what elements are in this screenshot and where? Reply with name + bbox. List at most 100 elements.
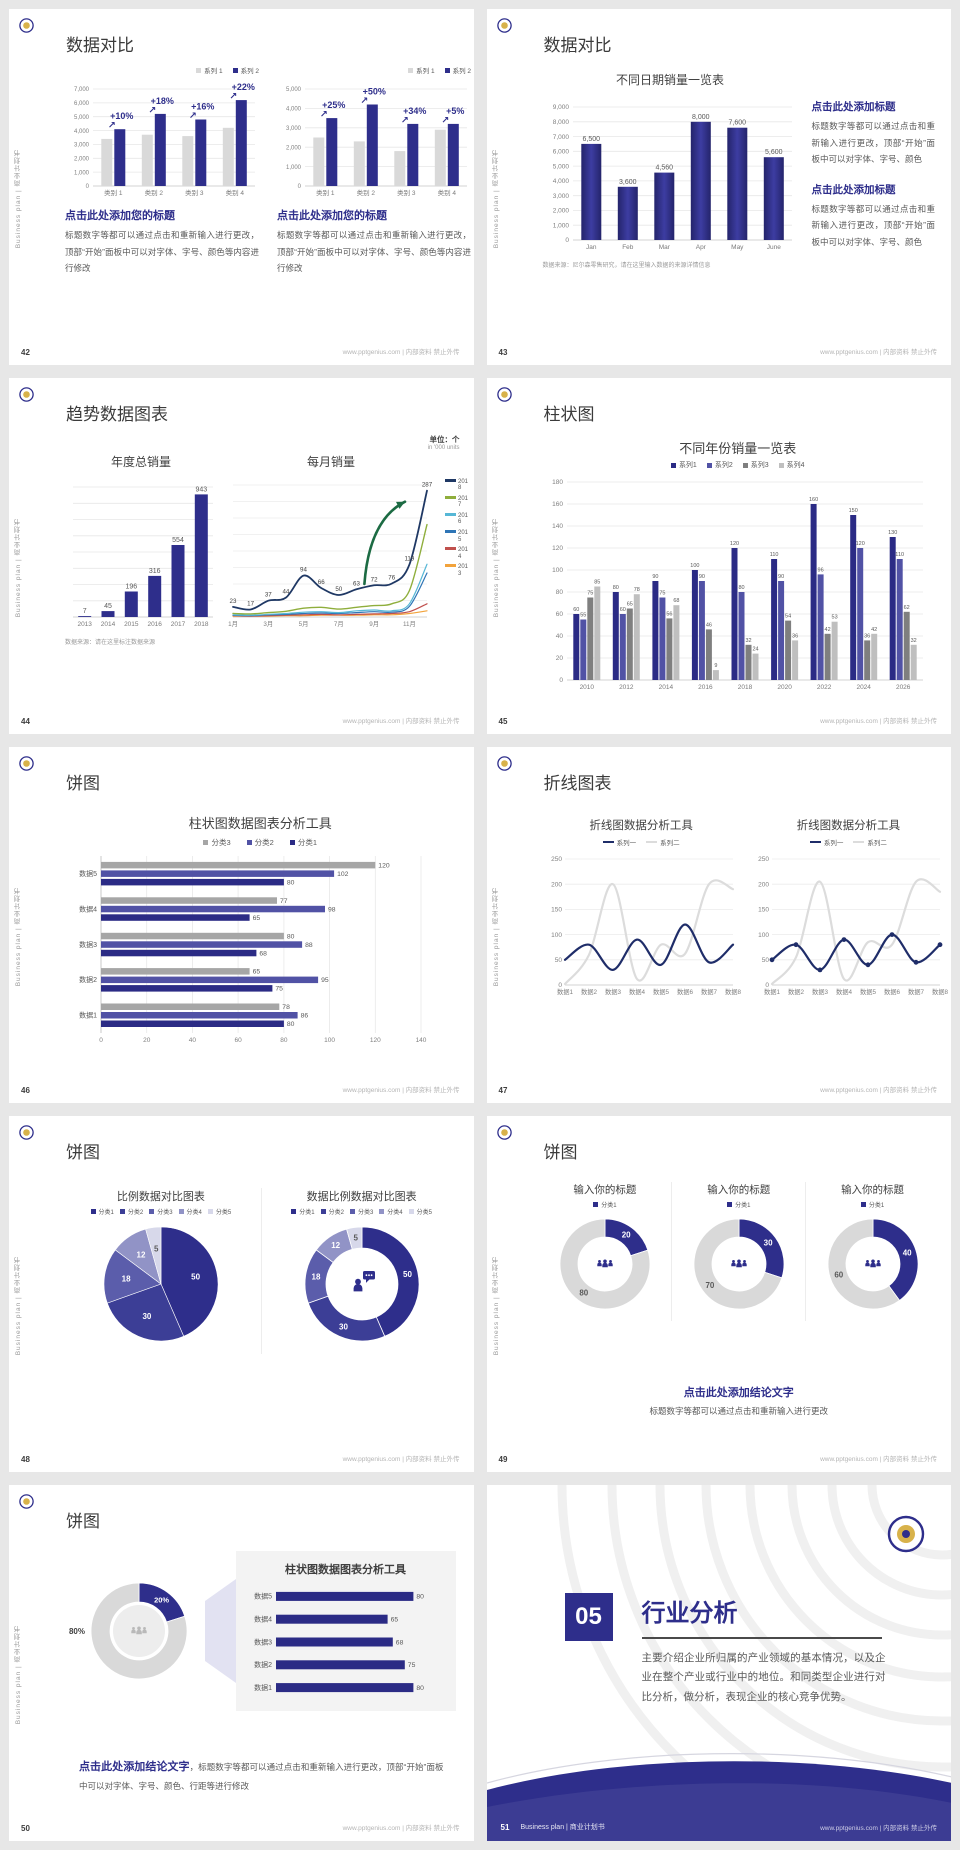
daily-sales-bar-chart: 0 1,000 2,000 3,000 4,000 5,000 6,000 7,000 8,00…: [543, 91, 798, 256]
svg-text:类别 2: 类别 2: [357, 188, 376, 197]
slide-title: 饼图: [66, 1512, 100, 1531]
svg-text:53: 53: [831, 615, 837, 621]
chart-title: 折线图数据分析工具: [796, 820, 901, 832]
svg-text:类别 4: 类别 4: [226, 188, 245, 197]
donut-block-1: 输入你的标题 分类1 20 80: [539, 1182, 672, 1321]
legend-swatch: [119, 1209, 125, 1214]
chart-block-left: 系列 1 系列 2 0 1,000 2,000 3,000 4,000 5,000 6,00…: [65, 65, 259, 277]
svg-text:150: 150: [758, 907, 769, 914]
svg-text:86: 86: [301, 1013, 309, 1020]
legend-swatch: [320, 1209, 326, 1214]
legend-item: 分类1: [289, 837, 317, 848]
legend-item: 2018: [445, 479, 471, 492]
brand-logo-icon: [496, 1125, 512, 1140]
sidebar-vertical-text: Business plan | 商业计划书: [492, 149, 500, 249]
unit-note: 单位：个 in '000 units: [65, 434, 460, 451]
slide-42[interactable]: Business plan | 商业计划书 数据对比 系列 1 系列 2 0 1,…: [9, 9, 474, 365]
svg-text:0: 0: [558, 982, 562, 989]
legend-swatch: [602, 840, 614, 844]
svg-text:40: 40: [189, 1037, 197, 1044]
svg-text:80: 80: [280, 1037, 288, 1044]
svg-text:数据3: 数据3: [604, 987, 621, 996]
svg-text:数据3: 数据3: [254, 1637, 272, 1646]
slide-44[interactable]: Business plan | 商业计划书 趋势数据图表 单位：个 in '00…: [9, 378, 474, 734]
legend-item: 分类1: [90, 1207, 114, 1216]
svg-text:6,000: 6,000: [552, 149, 569, 156]
svg-text:Jan: Jan: [586, 244, 597, 251]
svg-text:2015: 2015: [124, 621, 139, 628]
svg-text:2018: 2018: [737, 684, 752, 691]
svg-text:23: 23: [230, 598, 237, 605]
slide-50[interactable]: Business plan | 商业计划书 饼图 20% 80% 柱状图数据图表分…: [9, 1485, 474, 1841]
svg-text:May: May: [731, 244, 744, 251]
svg-text:78: 78: [633, 587, 639, 593]
slide-43[interactable]: Business plan | 商业计划书 数据对比 不同日期销量一览表 0 1,…: [486, 9, 951, 365]
svg-text:9: 9: [714, 663, 717, 669]
comparison-bar-chart-right: 0 1,000 2,000 3,000 4,000 5,000 类别 1 +25% ↗ 类别 2 +…: [277, 75, 471, 201]
svg-text:20%: 20%: [154, 1596, 169, 1605]
footer-text: www.pptgenius.com | 内部资料 禁止外传: [342, 718, 460, 725]
svg-text:50: 50: [554, 957, 562, 964]
legend-item: 分类1: [291, 1207, 315, 1216]
svg-text:2012: 2012: [619, 684, 634, 691]
slide-51[interactable]: 05 行业分析 主要介绍企业所归属的产业领域的基本情况，以及企业在整个产业或行业…: [486, 1485, 951, 1841]
slide-48[interactable]: Business plan | 商业计划书 饼图 比例数据对比图表 分类1 分类…: [9, 1116, 474, 1472]
panel-title: 柱状图数据图表分析工具: [285, 1564, 406, 1576]
svg-text:数据7: 数据7: [908, 987, 925, 996]
legend-label: 分类1: [297, 838, 317, 847]
legend-swatch: [742, 462, 748, 468]
svg-text:数据5: 数据5: [254, 1592, 272, 1601]
svg-text:88: 88: [305, 942, 313, 949]
svg-text:140: 140: [552, 523, 563, 530]
svg-text:数据7: 数据7: [700, 987, 717, 996]
legend: 系列一 系列二: [543, 837, 740, 847]
annual-sales-block: 年度总销量 7 2013 45 2014 196 2015 316 2016 554 2017 94…: [65, 453, 217, 633]
svg-text:3,000: 3,000: [552, 193, 569, 200]
legend-swatch: [408, 1209, 414, 1214]
svg-text:4,560: 4,560: [655, 165, 673, 172]
svg-text:3,000: 3,000: [286, 126, 302, 132]
svg-text:80: 80: [287, 880, 295, 887]
svg-text:↗: ↗: [108, 120, 116, 131]
brand-logo-icon: [496, 756, 512, 771]
block-heading: 点击此处添加您的标题: [277, 210, 387, 222]
svg-text:数据2: 数据2: [254, 1660, 272, 1669]
block-heading: 点击此处添加您的标题: [65, 210, 175, 222]
line-chart-block-left: 折线图数据分析工具 系列一 系列二 0 50 100 150 200 250 数据1 数据2 数…: [543, 817, 741, 1001]
slide-45[interactable]: Business plan | 商业计划书 柱状图 不同年份销量一览表 系列1 …: [486, 378, 951, 734]
slide-49[interactable]: Business plan | 商业计划书 饼图 输入你的标题 分类1 20 80…: [486, 1116, 951, 1472]
legend-label: 分类2: [328, 1210, 344, 1216]
funnel-beam-shape: [205, 1579, 236, 1683]
legend: 分类1: [806, 1200, 939, 1209]
line-chart-smooth: 0 50 100 150 200 250 数据1 数据2 数据3 数据4 数据5 数据6 数据7 数据8: [543, 851, 741, 1001]
data-source-note: 数据来源：请在这里标注数据来源: [65, 640, 156, 646]
svg-text:80: 80: [612, 585, 618, 591]
svg-text:+22%: +22%: [232, 82, 255, 92]
slide-47[interactable]: Business plan | 商业计划书 折线图表 折线图数据分析工具 系列一…: [486, 747, 951, 1103]
legend-swatch: [860, 1202, 866, 1207]
svg-text:96: 96: [817, 567, 823, 573]
legend-swatch: [809, 840, 821, 844]
svg-text:180: 180: [552, 479, 563, 486]
svg-text:2013: 2013: [77, 621, 92, 628]
legend-item: 系列1: [670, 460, 697, 470]
slide-title: 趋势数据图表: [66, 405, 168, 424]
legend-label: 系列 1: [204, 68, 223, 75]
svg-text:数据4: 数据4: [628, 987, 645, 996]
donut-chart-block: 数据比例数据对比图表 分类1 分类2 分类3 分类4 分类5 50 30 18 12 5: [260, 1188, 462, 1354]
monthly-sales-block: 每月销量 1月 3月 5月 7月 9月 11月 23 17 37 44 94 66 50 63 72 76 11…: [227, 453, 435, 633]
legend-swatch: [593, 1202, 599, 1207]
page-number: 48: [21, 1455, 30, 1464]
svg-text:数据4: 数据4: [836, 987, 853, 996]
svg-text:80: 80: [555, 589, 563, 596]
svg-text:76: 76: [388, 575, 395, 582]
legend-item: 系列一: [809, 837, 843, 847]
slide-46[interactable]: Business plan | 商业计划书 饼图 柱状图数据图表分析工具 分类3…: [9, 747, 474, 1103]
svg-text:196: 196: [125, 584, 137, 591]
donut-chart-30: 30 70: [679, 1212, 799, 1316]
svg-text:42: 42: [824, 627, 830, 633]
svg-text:60: 60: [234, 1037, 242, 1044]
svg-text:100: 100: [551, 932, 562, 939]
legend-item: 2014: [445, 547, 471, 560]
svg-text:6,000: 6,000: [74, 101, 90, 107]
